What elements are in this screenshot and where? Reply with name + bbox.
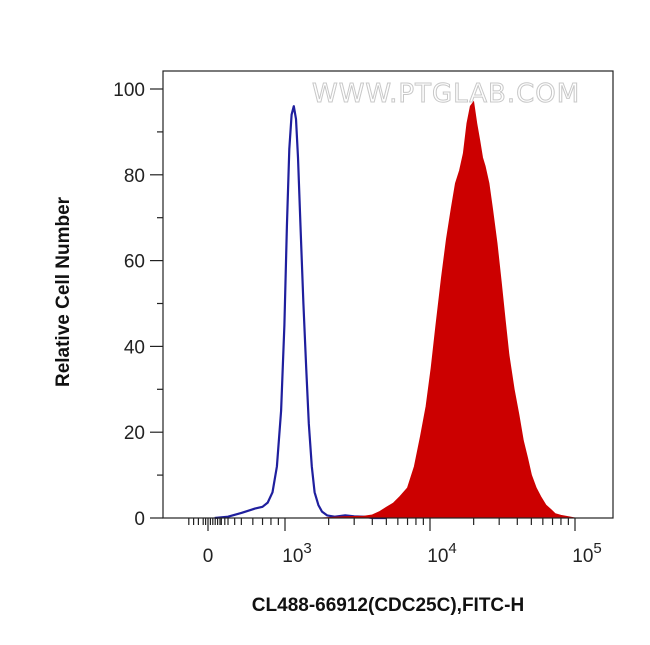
tick-layer [150, 88, 576, 531]
y-tick-label: 0 [134, 509, 145, 530]
x-tick-label-base: 10 [572, 546, 593, 567]
x-tick-label-base: 10 [282, 546, 303, 567]
series-layer [214, 100, 576, 520]
x-tick-label: 105 [572, 540, 601, 567]
x-axis-title: CL488-66912(CDC25C),FITC-H [252, 595, 524, 616]
x-tick-label: 0 [203, 546, 214, 567]
y-tick-label: 20 [124, 423, 145, 444]
x-tick-label-exponent: 4 [448, 540, 456, 557]
x-tick-label-base: 10 [427, 546, 448, 567]
y-tick-label: 100 [113, 80, 145, 101]
x-tick-label-exponent: 5 [593, 540, 601, 557]
y-tick-label: 60 [124, 252, 145, 273]
series-0-outline-histogram [214, 105, 387, 520]
y-tick-label: 80 [124, 166, 145, 187]
x-tick-label: 104 [427, 540, 456, 567]
y-axis-title: Relative Cell Number [53, 196, 74, 387]
x-tick-label: 103 [282, 540, 311, 567]
plot-frame [162, 70, 614, 519]
watermark-text: WWW.PTGLAB.COM [312, 79, 580, 109]
x-tick-label-base: 0 [203, 546, 214, 567]
x-tick-label-exponent: 3 [303, 540, 311, 557]
series-1-filled-histogram [321, 100, 576, 519]
y-tick-label: 40 [124, 337, 145, 358]
